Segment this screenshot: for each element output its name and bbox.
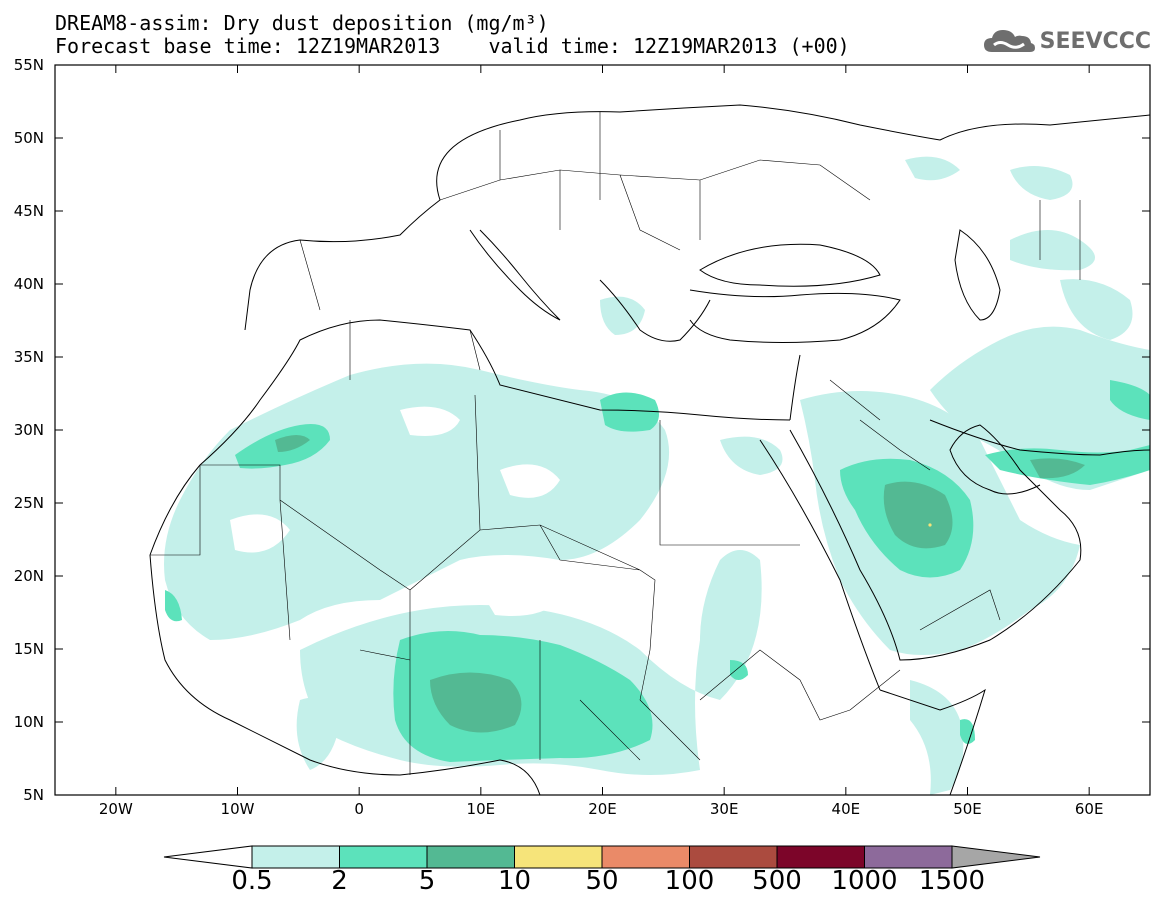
colorbar-label: 1500 [918, 866, 986, 896]
lon-tick-label: 0 [354, 800, 364, 818]
lat-tick-label: 5N [23, 786, 44, 804]
colorbar-label: 500 [752, 866, 802, 896]
lat-tick-label: 30N [13, 421, 44, 439]
dust-free-areas [230, 406, 560, 616]
colorbar-label: 0.5 [231, 866, 273, 896]
colorbar-under-triangle [163, 845, 253, 869]
lon-tick-label: 10E [466, 800, 496, 818]
axis-ticks [55, 64, 1150, 796]
lat-tick-label: 20N [13, 567, 44, 585]
coastlines [149, 104, 1150, 795]
map-title: DREAM8-assim: Dry dust deposition (mg/m³… [55, 11, 549, 35]
cloud-icon [983, 30, 1035, 52]
lon-tick-label: 10W [220, 800, 255, 818]
lon-tick-label: 40E [831, 800, 861, 818]
colorbar-box [514, 845, 603, 869]
logo-text: SEEVCCC [1039, 28, 1151, 54]
colorbar-box [776, 845, 865, 869]
lon-tick-label: 50E [953, 800, 982, 818]
colorbar-over-triangle [951, 845, 1041, 869]
lat-tick-label: 35N [13, 348, 44, 366]
colorbar-label: 50 [585, 866, 619, 896]
lat-tick-label: 55N [13, 56, 44, 74]
colorbar-label: 5 [418, 866, 436, 896]
colorbar-box [601, 845, 690, 869]
colorbar-box [251, 845, 340, 869]
lon-tick-label: 20E [588, 800, 617, 818]
lat-tick-label: 15N [13, 640, 44, 658]
seevccc-logo: SEEVCCC [982, 24, 1151, 58]
lat-tick-label: 50N [13, 129, 44, 147]
lon-tick-label: 60E [1074, 800, 1104, 818]
lat-tick-label: 40N [13, 275, 44, 293]
map-subtitle-times: Forecast base time: 12Z19MAR2013 valid t… [55, 34, 850, 58]
colorbar-box [689, 845, 778, 869]
colorbar-box [339, 845, 428, 869]
colorbar-label: 1000 [831, 866, 898, 896]
lat-tick-label: 25N [13, 494, 44, 512]
colorbar-box [864, 845, 953, 869]
lat-tick-label: 10N [13, 713, 44, 731]
lat-tick-label: 45N [13, 202, 44, 220]
dust-level-5-10 [275, 435, 1085, 733]
colorbar-label: 100 [664, 866, 715, 896]
colorbar-box [426, 845, 515, 869]
dust-level-10-50 [928, 523, 932, 527]
colorbar-label: 10 [497, 866, 532, 896]
colorbar-label: 2 [331, 866, 348, 896]
lon-tick-label: 30E [709, 800, 739, 818]
country-borders [150, 112, 1081, 775]
lon-tick-label: 20W [98, 800, 133, 818]
